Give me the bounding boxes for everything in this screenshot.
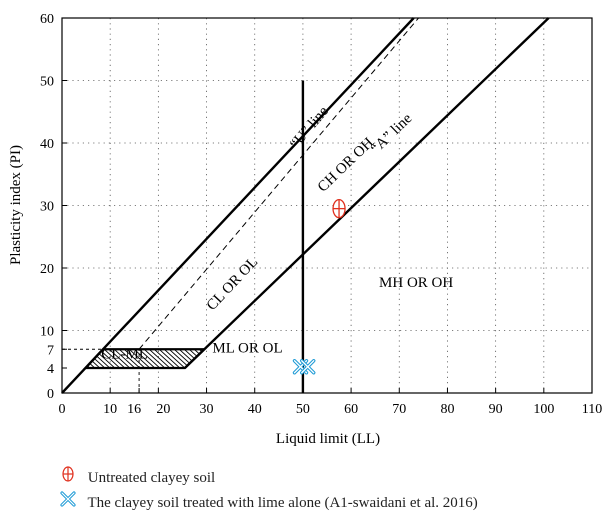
hatch-stroke xyxy=(186,349,205,368)
x-tick-label: 20 xyxy=(156,402,170,417)
lime-treated-soil-point xyxy=(300,359,316,375)
x-tick-label: 16 xyxy=(127,402,141,417)
hatch-stroke xyxy=(22,347,47,370)
hatch-stroke xyxy=(85,349,103,368)
hatch-stroke xyxy=(121,349,148,368)
hatch-stroke xyxy=(52,347,77,370)
x-tick-label: 110 xyxy=(582,402,602,417)
axis-ticks: 0 10 16 20 30 40 50 60 70 80 90 100 110 0 4 7 10 20 30 40 50… xyxy=(40,12,602,417)
y-tick-label: 20 xyxy=(40,262,54,277)
y-tick-label: 60 xyxy=(40,12,54,27)
x-tick-label: 40 xyxy=(248,402,262,417)
legend-label-lime-treated: The clayey soil treated with lime alone … xyxy=(87,495,478,511)
x-tick-label: 70 xyxy=(392,402,406,417)
y-tick-label: 4 xyxy=(47,362,54,377)
hatch-stroke xyxy=(85,349,88,368)
hatch-stroke xyxy=(156,349,183,368)
y-tick-label: 0 xyxy=(47,387,54,402)
hatch-stroke xyxy=(176,349,203,368)
x-tick-label: 100 xyxy=(533,402,554,417)
hatch-stroke xyxy=(116,349,143,368)
hatch-stroke xyxy=(146,349,173,368)
x-axis-label: Liquid limit (LL) xyxy=(276,431,380,447)
y-tick-label: 10 xyxy=(40,325,54,340)
chart-lines xyxy=(61,17,550,394)
y-tick-label: 40 xyxy=(40,137,54,152)
y-tick-label: 30 xyxy=(40,200,54,215)
boundary-line xyxy=(61,17,415,394)
boundary-line xyxy=(138,17,419,350)
untreated-clayey-soil-point xyxy=(332,198,346,219)
y-axis-label: Plasticity index (PI) xyxy=(8,145,24,265)
point-cross-inner xyxy=(301,360,315,374)
hatch-stroke xyxy=(85,349,98,368)
hatch-stroke xyxy=(136,349,163,368)
x-tick-label: 0 xyxy=(59,402,66,417)
hatch-stroke xyxy=(166,349,193,368)
region-label: CL-ML xyxy=(101,347,148,363)
y-tick-label: 7 xyxy=(47,343,54,358)
legend-item-lime-treated: The clayey soil treated with lime alone … xyxy=(60,491,478,512)
hatch-stroke xyxy=(191,349,205,368)
region-label: “U” line xyxy=(287,103,332,152)
hatch-stroke xyxy=(106,349,133,368)
hatch-stroke xyxy=(141,349,168,368)
legend-item-untreated: Untreated clayey soil xyxy=(60,466,215,487)
x-tick-label: 60 xyxy=(344,402,358,417)
hatch-stroke xyxy=(126,349,153,368)
region-label: ML OR OL xyxy=(212,340,282,356)
hatch-stroke xyxy=(151,349,178,368)
circle-plus-icon xyxy=(60,466,84,487)
hatch-stroke xyxy=(131,349,158,368)
hatch-stroke xyxy=(101,349,128,368)
x-tick-label: 90 xyxy=(489,402,503,417)
hatch-stroke xyxy=(42,347,67,370)
boundary-line xyxy=(184,17,550,369)
x-tick-label: 80 xyxy=(440,402,454,417)
x-cross-icon xyxy=(60,491,84,512)
hatch-stroke xyxy=(111,349,138,368)
x-tick-label: 50 xyxy=(296,402,310,417)
data-points xyxy=(292,198,346,375)
y-tick-label: 50 xyxy=(40,75,54,90)
x-tick-label: 10 xyxy=(103,402,117,417)
plot-frame xyxy=(61,17,593,394)
region-label: CH OR OH xyxy=(315,135,377,196)
region-label: MH OR OH xyxy=(379,275,453,291)
region-label: “A” line xyxy=(368,110,416,157)
grid xyxy=(62,18,592,393)
x-tick-label: 30 xyxy=(200,402,214,417)
legend-label-untreated: Untreated clayey soil xyxy=(87,470,216,486)
hatch-stroke xyxy=(57,347,82,370)
hatch-stroke xyxy=(161,349,188,368)
